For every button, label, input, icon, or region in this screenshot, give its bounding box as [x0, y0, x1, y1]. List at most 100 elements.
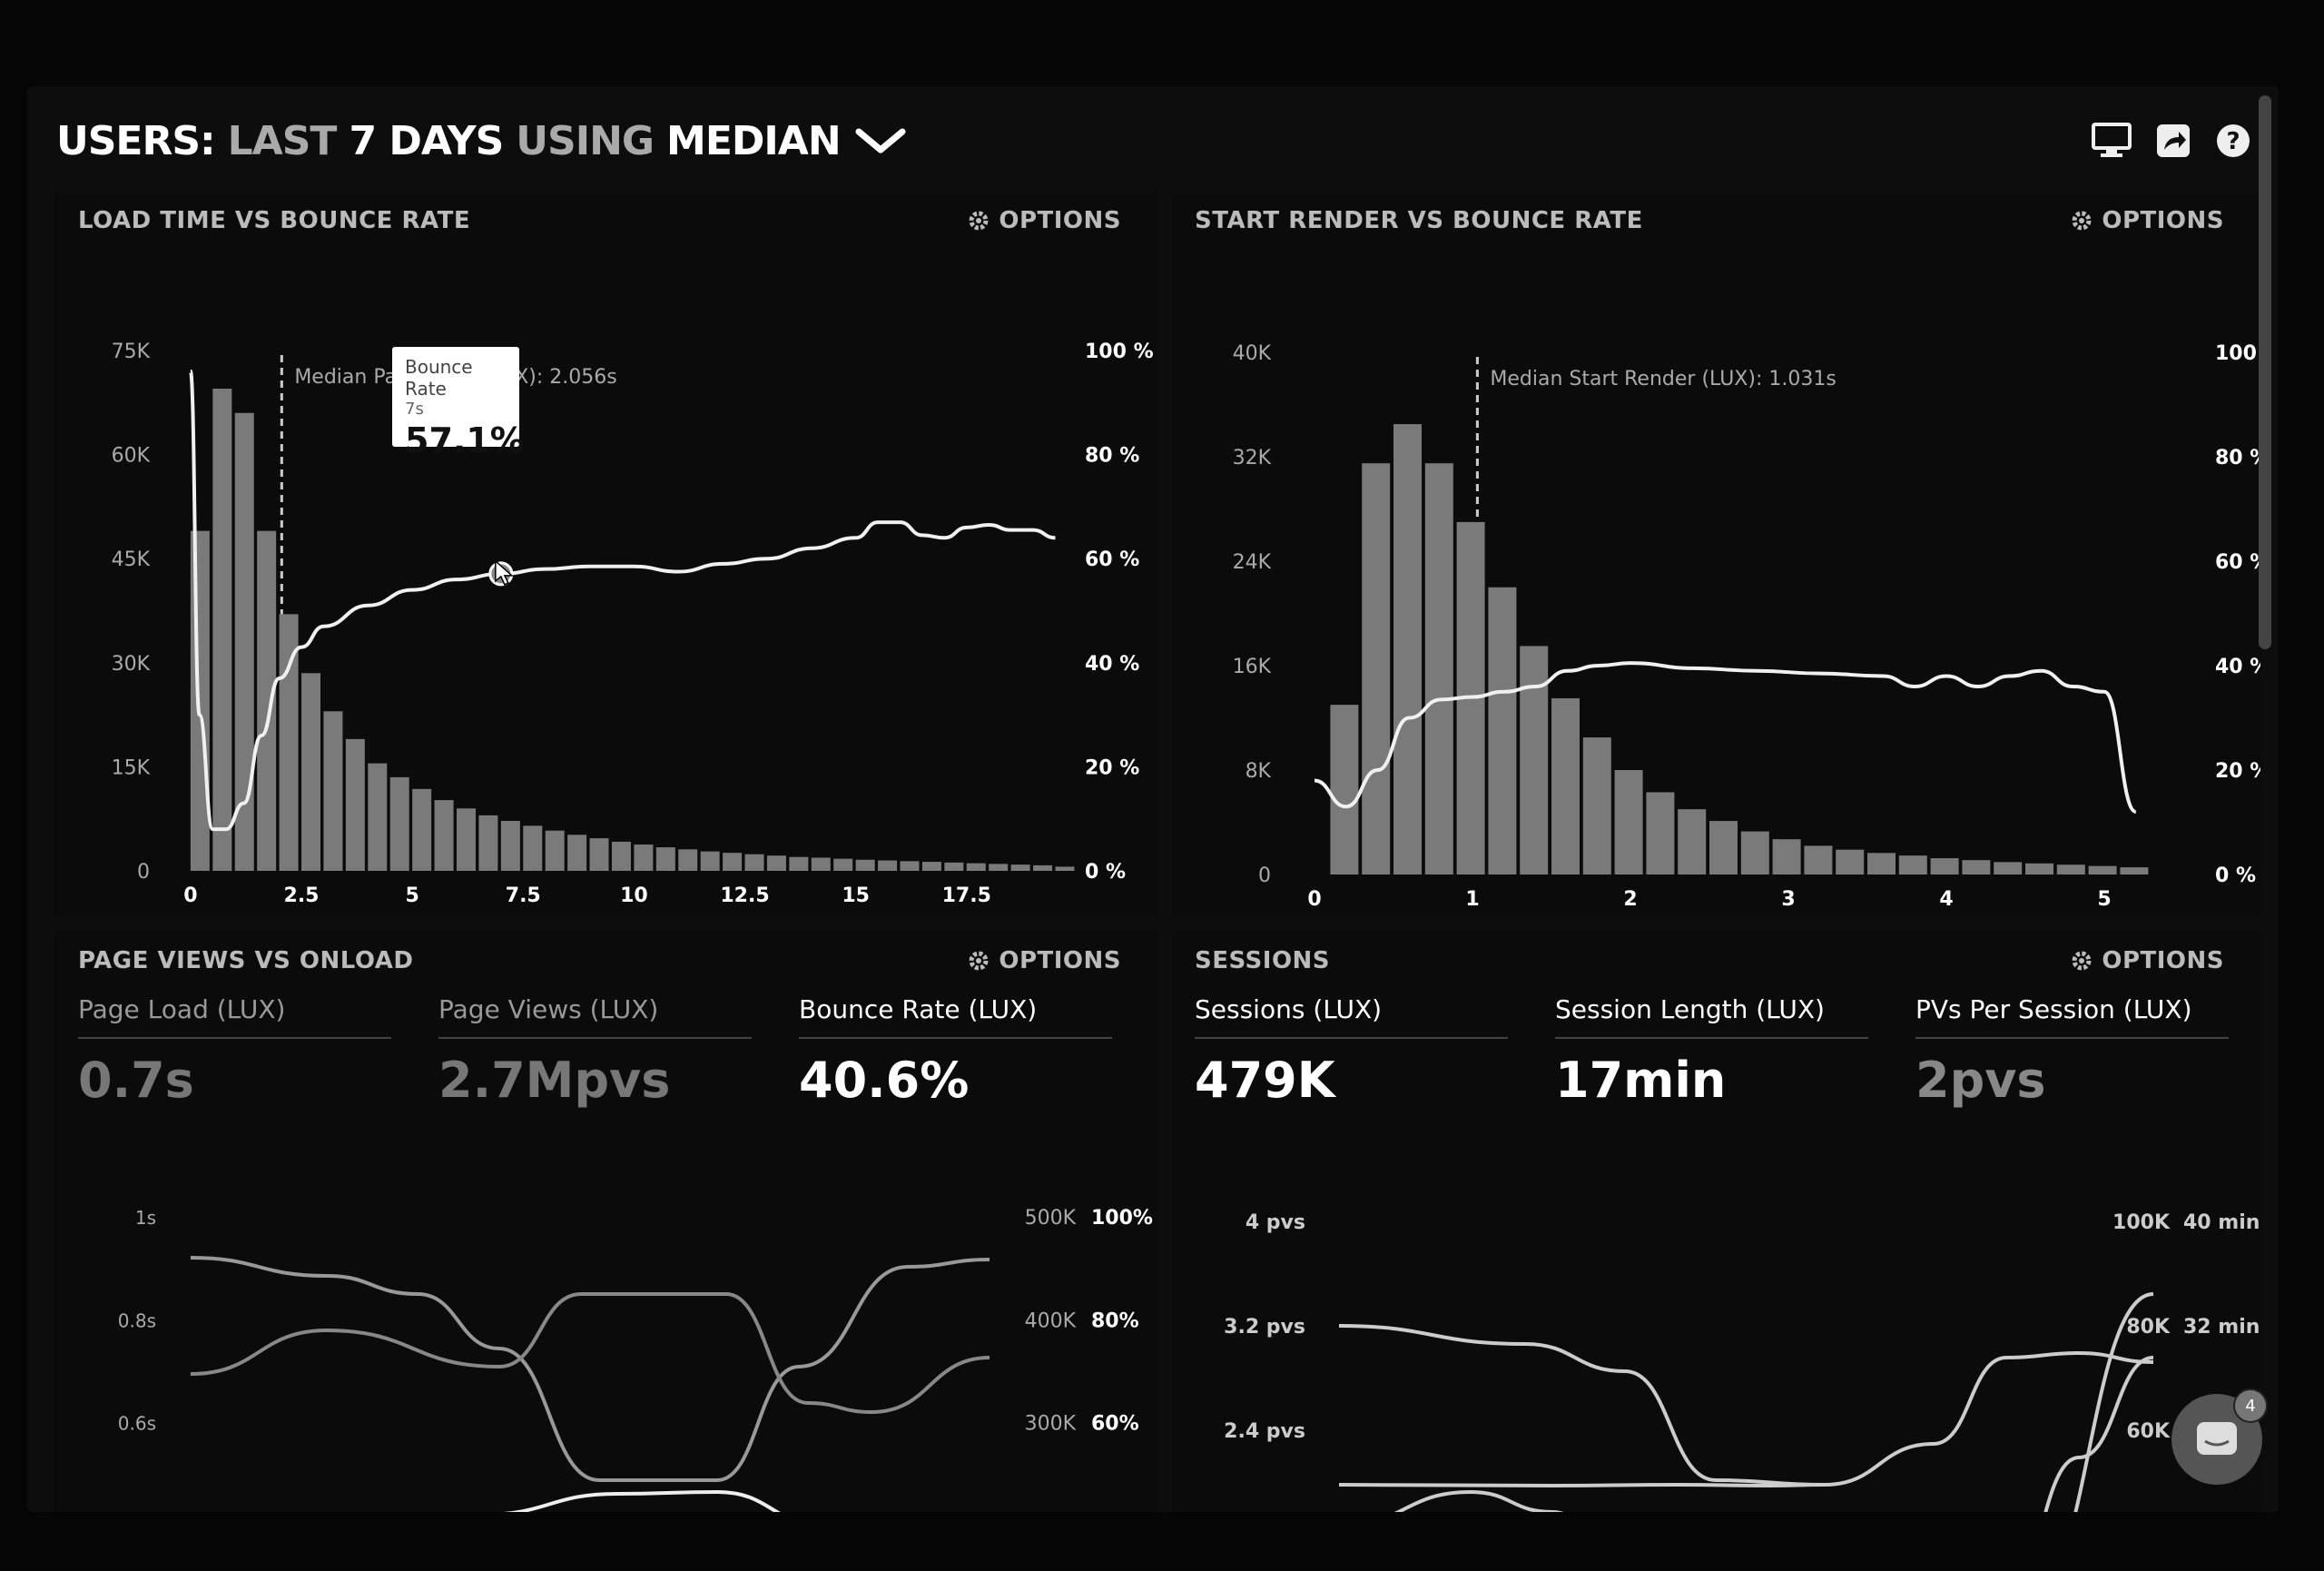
y2-tick-label: 20 %	[2215, 760, 2260, 783]
histogram-bar	[1804, 845, 1833, 874]
stat-pvs-per-session[interactable]: PVs Per Session (LUX) 2pvs	[1915, 994, 2229, 1109]
series-line	[1338, 1482, 1826, 1488]
histogram-bar	[1424, 463, 1453, 874]
stat-value: 17min	[1555, 1052, 1727, 1109]
histogram-bar	[611, 841, 631, 871]
header-icons: ?	[2092, 123, 2251, 159]
histogram-bar	[723, 853, 743, 871]
histogram-bar	[1930, 858, 1959, 874]
histogram-bar	[1033, 865, 1053, 871]
histogram-bar	[1994, 862, 2023, 874]
svg-text:?: ?	[2226, 128, 2240, 155]
stat-bounce-rate[interactable]: Bounce Rate (LUX) 40.6%	[799, 994, 1112, 1109]
y-tick-label: 3.2 pvs	[1224, 1316, 1305, 1339]
panel-title: PAGE VIEWS VS ONLOAD	[78, 947, 414, 974]
stat-label: Page Views (LUX)	[438, 994, 752, 1039]
y-tick-label: 45K	[112, 548, 151, 571]
histogram-bar	[1010, 865, 1030, 871]
y2-tick-label: 60 %	[2215, 551, 2260, 574]
histogram-bar	[2088, 865, 2117, 874]
histogram-bar	[478, 815, 498, 871]
y2-tick-label: 40 %	[2215, 656, 2260, 678]
series-line	[1338, 1324, 2154, 1487]
y2-tick-label: 20 %	[1085, 756, 1139, 779]
y-tick-label: 8K	[1246, 760, 1272, 783]
y-tick-label: 60K	[112, 445, 151, 468]
y-tick-label: 24K	[1233, 551, 1272, 574]
chat-button[interactable]: 4	[2171, 1388, 2268, 1485]
histogram-bar	[1520, 646, 1549, 874]
y-tick-label: 40K	[1233, 342, 1272, 365]
gear-icon	[969, 211, 989, 231]
panel-title: SESSIONS	[1195, 947, 1331, 974]
title-median[interactable]: MEDIAN	[666, 117, 842, 164]
histogram-bar	[655, 847, 675, 871]
tooltip-title: Bounce Rate	[405, 356, 473, 400]
y-tick-label: 75K	[112, 341, 151, 363]
sessions-panel: SESSIONS OPTIONS Sessions (LUX) 479K Sess…	[1171, 931, 2260, 1512]
y2-tick-label: 80 %	[2215, 447, 2260, 469]
stat-label: Bounce Rate (LUX)	[799, 994, 1112, 1039]
x-tick-label: 5	[2097, 888, 2111, 911]
y3-tick-label: 32 min	[2183, 1316, 2260, 1339]
scrollbar[interactable]	[2259, 95, 2271, 649]
histogram-bar	[1678, 809, 1707, 874]
x-tick-label: 4	[1939, 888, 1953, 911]
histogram-bar	[545, 830, 565, 871]
y-tick-label: 32K	[1233, 447, 1272, 469]
bounce-rate-tooltip: Bounce Rate 7s 57.1%	[392, 347, 525, 460]
stat-sessions[interactable]: Sessions (LUX) 479K	[1195, 994, 1508, 1109]
y-tick-label: 15K	[112, 756, 151, 779]
histogram-bar	[1055, 866, 1075, 871]
options-label: OPTIONS	[2102, 947, 2224, 974]
x-tick-label: 5	[405, 884, 419, 907]
stat-page-views[interactable]: Page Views (LUX) 2.7Mpvs	[438, 994, 752, 1109]
y3-tick-label: 100%	[1091, 1207, 1153, 1230]
histogram-bar	[634, 844, 654, 871]
title-days[interactable]: 7 DAYS	[349, 117, 504, 164]
histogram-bar	[345, 738, 365, 871]
gear-icon	[2072, 951, 2092, 971]
histogram-bar	[1614, 770, 1643, 874]
histogram-bar	[1740, 831, 1769, 874]
tooltip-sub: 7s	[405, 400, 424, 419]
histogram-bar	[1836, 849, 1865, 874]
y2-tick-label: 60 %	[1085, 548, 1139, 571]
page-views-panel: PAGE VIEWS VS ONLOAD OPTIONS Page Load (…	[54, 931, 1157, 1512]
title-using: USING	[516, 117, 655, 164]
histogram-bar	[323, 711, 343, 871]
histogram-bar	[678, 849, 698, 871]
monitor-icon[interactable]	[2092, 123, 2132, 159]
start-render-chart: 0 8K 16K 24K 32K 40K 0 % 20 % 40 % 60 % 80 % 100 % 0…	[1233, 342, 2260, 911]
histogram-bar	[811, 857, 831, 871]
stat-value: 40.6%	[799, 1052, 970, 1109]
median-label: Median Start Render (LUX): 1.031s	[1490, 368, 1836, 390]
options-label: OPTIONS	[999, 207, 1121, 234]
histogram-bar	[1393, 424, 1422, 874]
stat-session-length[interactable]: Session Length (LUX) 17min	[1555, 994, 1868, 1109]
series-line	[1393, 1489, 1564, 1512]
y2-tick-label: 0 %	[2215, 865, 2256, 887]
bounce-rate-line	[188, 369, 1056, 832]
start-render-panel: START RENDER VS BOUNCE RATE OPTIONS 0 8K 1…	[1171, 191, 2260, 917]
histogram-bar	[1962, 860, 1991, 874]
page-title[interactable]: USERS: LAST 7 DAYS USING MEDIAN	[56, 114, 908, 168]
stat-value: 2pvs	[1915, 1052, 2046, 1109]
options-button[interactable]: OPTIONS	[968, 207, 1121, 234]
histogram-bar	[921, 862, 941, 871]
series-line	[190, 1292, 990, 1415]
chevron-down-icon[interactable]	[853, 123, 908, 159]
y-tick-label: 0.8s	[118, 1309, 156, 1331]
y-tick-label: 30K	[112, 653, 151, 676]
help-icon[interactable]: ?	[2215, 123, 2251, 159]
options-button[interactable]: OPTIONS	[2071, 947, 2224, 974]
histogram-bar	[567, 835, 587, 871]
options-button[interactable]: OPTIONS	[2071, 207, 2224, 234]
stat-page-load[interactable]: Page Load (LUX) 0.7s	[78, 994, 391, 1109]
options-button[interactable]: OPTIONS	[968, 947, 1121, 974]
histogram-bar	[1551, 697, 1580, 874]
y2-tick-label: 0 %	[1085, 861, 1126, 884]
share-icon[interactable]	[2155, 123, 2191, 159]
